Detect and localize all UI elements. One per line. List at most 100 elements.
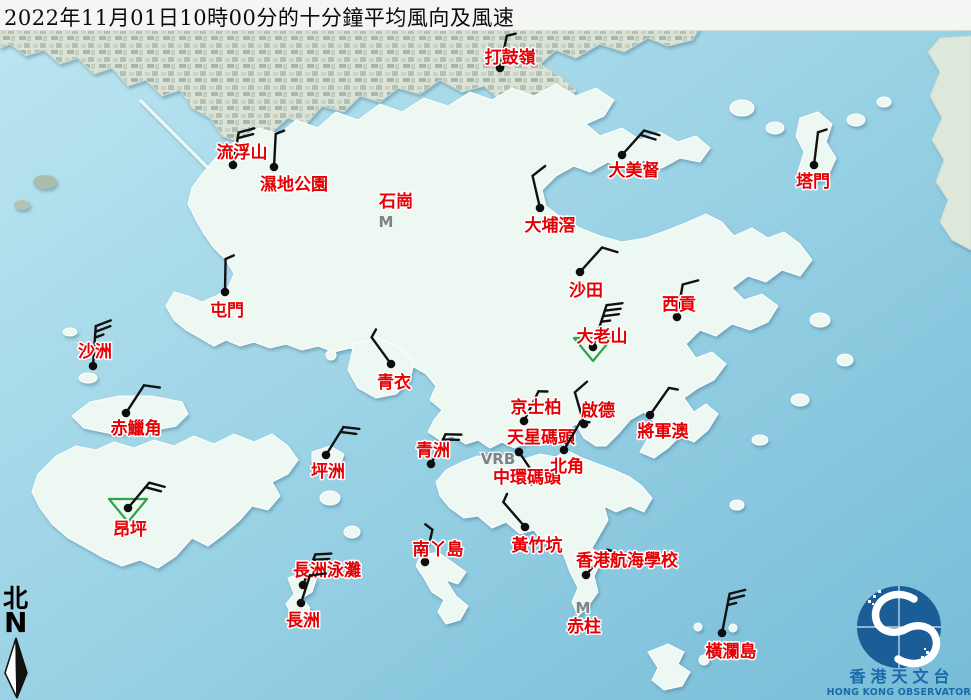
station-north-point: 北角 bbox=[549, 420, 591, 479]
station-wetland-park: 濕地公園 bbox=[259, 129, 330, 197]
station-dot bbox=[588, 342, 598, 352]
station-label: 流浮山 bbox=[217, 142, 268, 163]
station-tuen-mun: 屯門 bbox=[209, 254, 246, 323]
station-dot bbox=[645, 410, 655, 420]
wind-barb-staff bbox=[370, 336, 393, 366]
station-chek-lap-kok: 赤鱲角 bbox=[109, 384, 163, 441]
wind-barb-staff bbox=[272, 132, 277, 169]
station-tseung-kwan-o: 將軍澳 bbox=[636, 386, 691, 444]
station-label: 橫瀾島 bbox=[706, 641, 757, 662]
missing-data-label: M bbox=[379, 213, 394, 231]
wind-barb-half bbox=[579, 420, 591, 424]
wind-barb-staff bbox=[578, 246, 604, 274]
green-triangle bbox=[572, 336, 614, 363]
wind-barb-half bbox=[505, 32, 517, 37]
wind-barb-half bbox=[424, 523, 434, 532]
lamma-island-shape bbox=[415, 551, 469, 625]
station-dot bbox=[123, 503, 133, 513]
hong-kong-island bbox=[435, 449, 653, 617]
station-tates-cairn: 大老山 bbox=[572, 302, 629, 363]
station-label: 中環碼頭 bbox=[493, 467, 562, 488]
north-arrow-right bbox=[15, 637, 28, 699]
station-label: 坪洲 bbox=[311, 462, 345, 482]
station-ngong-ping: 昂坪 bbox=[107, 481, 166, 542]
station-dot bbox=[321, 450, 331, 460]
station-dot bbox=[672, 312, 682, 322]
wind-barb-full bbox=[144, 485, 163, 493]
variable-wind-label: VRB bbox=[481, 450, 516, 468]
wind-barb-half bbox=[370, 328, 378, 339]
wind-barb-half bbox=[93, 333, 105, 339]
station-ta-kwu-ling: 打鼓嶺 bbox=[483, 32, 537, 73]
station-peng-chau: 坪洲 bbox=[310, 425, 361, 484]
station-label: 京士柏 bbox=[511, 397, 562, 418]
new-territories bbox=[165, 83, 813, 459]
station-sha-chau: 沙洲 bbox=[77, 319, 114, 371]
wind-barb-half bbox=[600, 319, 612, 323]
station-dot bbox=[559, 445, 569, 455]
station-shek-kong: 石崗M bbox=[377, 191, 415, 233]
wind-barb-full bbox=[94, 324, 112, 334]
compass-hanzi: 北 bbox=[3, 584, 28, 613]
hko-logo-swirl bbox=[871, 590, 941, 668]
wind-barb-full bbox=[728, 588, 747, 595]
mainland-shenzhen bbox=[0, 27, 701, 210]
wind-barb-full bbox=[605, 302, 624, 307]
wind-barb-full bbox=[314, 552, 333, 556]
station-label: 沙洲 bbox=[78, 342, 112, 362]
wind-barb-staff bbox=[648, 386, 671, 417]
wind-barb-half bbox=[667, 386, 679, 391]
title-bar: 2022年11月01日10時00分的十分鐘平均風向及風速 bbox=[0, 0, 971, 31]
station-label: 長洲泳灘 bbox=[293, 560, 361, 581]
wind-barb-staff bbox=[502, 500, 527, 529]
map-title: 2022年11月01日10時00分的十分鐘平均風向及風速 bbox=[4, 6, 515, 30]
station-lamma-island: 南丫島 bbox=[411, 523, 465, 567]
station-central-pier: 中環碼頭 bbox=[492, 466, 564, 490]
station-label: 香港航海學校 bbox=[576, 550, 679, 571]
tsing-yi-island bbox=[347, 337, 415, 399]
wind-barb-half bbox=[726, 601, 738, 607]
green-triangle bbox=[107, 497, 149, 524]
wind-barb-half bbox=[816, 128, 828, 134]
station-label: 西貢 bbox=[662, 295, 696, 315]
station-dot bbox=[220, 287, 230, 297]
station-tai-po-kau: 大埔滘 bbox=[523, 164, 577, 238]
wind-barb-half bbox=[606, 548, 618, 554]
wind-barb-full bbox=[142, 384, 162, 389]
station-label: 赤鱲角 bbox=[111, 418, 162, 439]
station-dot bbox=[617, 150, 627, 160]
cheung-chau-island bbox=[285, 571, 317, 621]
wind-barb-half bbox=[224, 254, 235, 261]
station-tsing-yi: 青衣 bbox=[370, 328, 413, 395]
station-label: 啟德 bbox=[581, 400, 615, 421]
wind-barb-full bbox=[600, 246, 619, 254]
station-dot bbox=[426, 459, 436, 469]
station-sha-tin: 沙田 bbox=[568, 246, 619, 303]
station-dot bbox=[495, 63, 505, 73]
wind-barb-staff bbox=[423, 528, 434, 564]
wind-barb-staff bbox=[573, 391, 586, 426]
station-label: 大老山 bbox=[577, 326, 628, 347]
wind-barb-full bbox=[311, 557, 331, 561]
station-green-island: 青洲 bbox=[415, 433, 463, 469]
station-label: 塔門 bbox=[796, 171, 830, 192]
wind-barb-half bbox=[502, 492, 509, 504]
station-cheung-chau: 長洲 bbox=[285, 572, 328, 633]
station-label: 青衣 bbox=[377, 372, 411, 393]
station-label: 青洲 bbox=[416, 440, 450, 461]
station-dot bbox=[514, 447, 524, 457]
hko-logo-name-en: HONG KONG OBSERVATORY bbox=[827, 687, 971, 698]
wind-barb-full bbox=[603, 307, 622, 312]
station-label: 黃竹坑 bbox=[511, 535, 563, 556]
station-waglan-island: 橫瀾島 bbox=[704, 588, 758, 664]
hko-logo-name-zh: 香港天文台 bbox=[848, 667, 954, 686]
station-label: 長洲 bbox=[286, 611, 320, 631]
station-dot bbox=[575, 267, 585, 277]
station-label: 天星碼頭 bbox=[507, 428, 576, 448]
wind-barb-full bbox=[601, 313, 621, 318]
wind-barb-full bbox=[642, 129, 661, 137]
hko-logo: 香港天文台 HONG KONG OBSERVATORY bbox=[827, 586, 971, 698]
station-dot bbox=[520, 522, 530, 532]
wind-barb-full bbox=[639, 133, 657, 141]
